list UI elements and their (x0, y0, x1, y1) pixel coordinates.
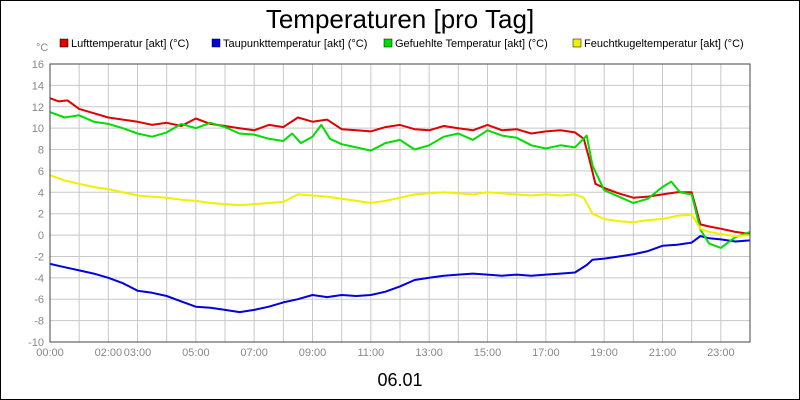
y-axis: -10 -8 -6 -4 -2 0 2 4 6 8 10 12 14 16 (28, 59, 44, 349)
y-tick-label: 2 (38, 209, 44, 221)
legend-swatch (211, 38, 221, 48)
y-unit-label: °C (36, 42, 48, 54)
y-tick-label: -4 (34, 273, 44, 285)
x-tick-label: 07:00 (240, 347, 268, 359)
legend-swatch (59, 38, 69, 48)
x-axis: 00:00 02:00 03:00 05:00 07:00 09:00 11:00 13:00… (36, 347, 734, 359)
series-line-1 (49, 97, 751, 235)
x-tick-label: 19:00 (590, 347, 618, 359)
x-tick-label: 11:00 (357, 347, 384, 359)
legend-swatch (572, 38, 582, 48)
legend-label: Feuchtkugeltemperatur [akt] (°C) (584, 38, 744, 50)
x-tick-label: 13:00 (415, 347, 443, 359)
y-tick-label: -2 (34, 251, 44, 263)
y-tick-label: -10 (28, 337, 44, 349)
y-tick-label: 8 (38, 145, 44, 157)
legend: Lufttemperatur [akt] (°C) Taupunkttempera… (59, 38, 744, 50)
x-tick-label: 05:00 (182, 347, 210, 359)
x-tick-label: 03:00 (124, 347, 152, 359)
x-tick-label: 02:00 (95, 347, 123, 359)
x-tick-label: 09:00 (299, 347, 327, 359)
legend-label: Lufttemperatur [akt] (°C) (71, 38, 189, 50)
legend-label: Gefuehlte Temperatur [akt] (°C) (395, 38, 548, 50)
y-tick-label: 6 (38, 166, 44, 178)
series-group (49, 97, 751, 314)
y-tick-label: 10 (32, 123, 44, 135)
x-tick-label: 17:00 (532, 347, 560, 359)
y-tick-label: 16 (32, 59, 44, 71)
y-tick-label: -8 (34, 316, 44, 328)
series-line-3 (49, 111, 751, 249)
legend-swatch (383, 38, 393, 48)
y-tick-label: 0 (38, 230, 44, 242)
y-tick-label: 12 (32, 102, 44, 114)
x-tick-label: 00:00 (36, 347, 64, 359)
chart-title: Temperaturen [pro Tag] (266, 4, 534, 34)
series-line-4 (49, 174, 751, 238)
series-line-2 (49, 235, 751, 314)
grid (50, 63, 750, 343)
x-tick-label: 15:00 (474, 347, 502, 359)
date-label: 06.01 (377, 370, 422, 390)
y-tick-label: -6 (34, 294, 44, 306)
y-tick-label: 14 (32, 80, 44, 92)
plot-area (49, 63, 751, 343)
y-tick-label: 4 (38, 187, 44, 199)
x-tick-label: 21:00 (649, 347, 677, 359)
x-tick-label: 23:00 (707, 347, 735, 359)
legend-label: Taupunkttemperatur [akt] (°C) (223, 38, 367, 50)
